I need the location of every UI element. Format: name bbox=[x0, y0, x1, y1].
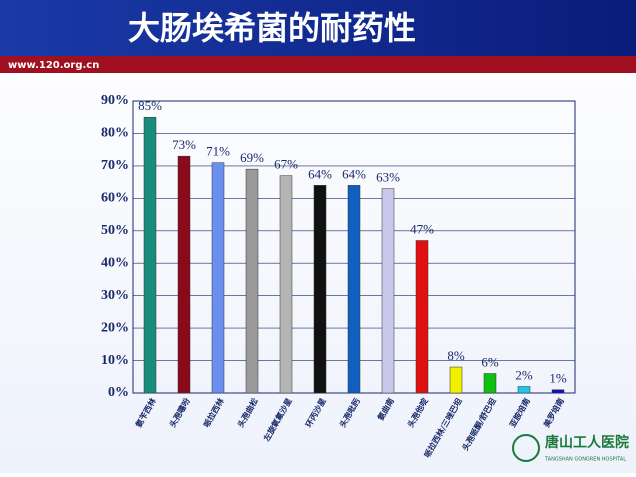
y-tick-label: 50% bbox=[101, 223, 129, 238]
value-label: 67% bbox=[274, 157, 298, 172]
y-tick-label: 10% bbox=[101, 353, 129, 368]
bar bbox=[517, 386, 531, 394]
y-tick-label: 80% bbox=[101, 126, 129, 141]
value-label: 71% bbox=[206, 144, 230, 159]
url-band bbox=[0, 56, 636, 73]
value-label: 64% bbox=[308, 166, 332, 181]
value-label: 73% bbox=[172, 137, 196, 152]
value-label: 47% bbox=[410, 221, 434, 236]
value-label: 85% bbox=[138, 98, 162, 113]
bar bbox=[347, 185, 361, 394]
bar bbox=[483, 373, 497, 394]
bar bbox=[449, 366, 463, 394]
header-band bbox=[0, 0, 636, 56]
bar bbox=[279, 175, 293, 394]
bar bbox=[381, 188, 395, 394]
y-tick-label: 90% bbox=[101, 93, 129, 108]
bar bbox=[143, 116, 157, 394]
value-label: 63% bbox=[376, 170, 400, 185]
bar bbox=[177, 155, 191, 394]
value-label: 64% bbox=[342, 166, 366, 181]
value-label: 69% bbox=[240, 150, 264, 165]
y-tick-label: 40% bbox=[101, 255, 129, 270]
y-tick-label: 30% bbox=[101, 288, 129, 303]
y-tick-label: 20% bbox=[101, 320, 129, 335]
value-label: 2% bbox=[515, 367, 533, 382]
bar bbox=[551, 389, 565, 394]
logo-name: 唐山工人医院 bbox=[545, 434, 629, 451]
value-label: 8% bbox=[447, 348, 465, 363]
y-tick-label: 0% bbox=[108, 385, 129, 400]
bar bbox=[211, 162, 225, 394]
value-label: 6% bbox=[481, 355, 499, 370]
value-label: 1% bbox=[549, 371, 567, 386]
y-tick-label: 70% bbox=[101, 158, 129, 173]
logo-subtitle: TANGSHAN GONGREN HOSPITAL bbox=[544, 457, 626, 463]
bar bbox=[415, 240, 429, 394]
slide-title: 大肠埃希菌的耐药性 bbox=[128, 9, 416, 47]
url: www.120.org.cn bbox=[8, 60, 99, 71]
bar bbox=[313, 185, 327, 394]
bar bbox=[245, 168, 259, 394]
y-tick-label: 60% bbox=[101, 191, 129, 206]
logo-icon bbox=[512, 434, 540, 462]
